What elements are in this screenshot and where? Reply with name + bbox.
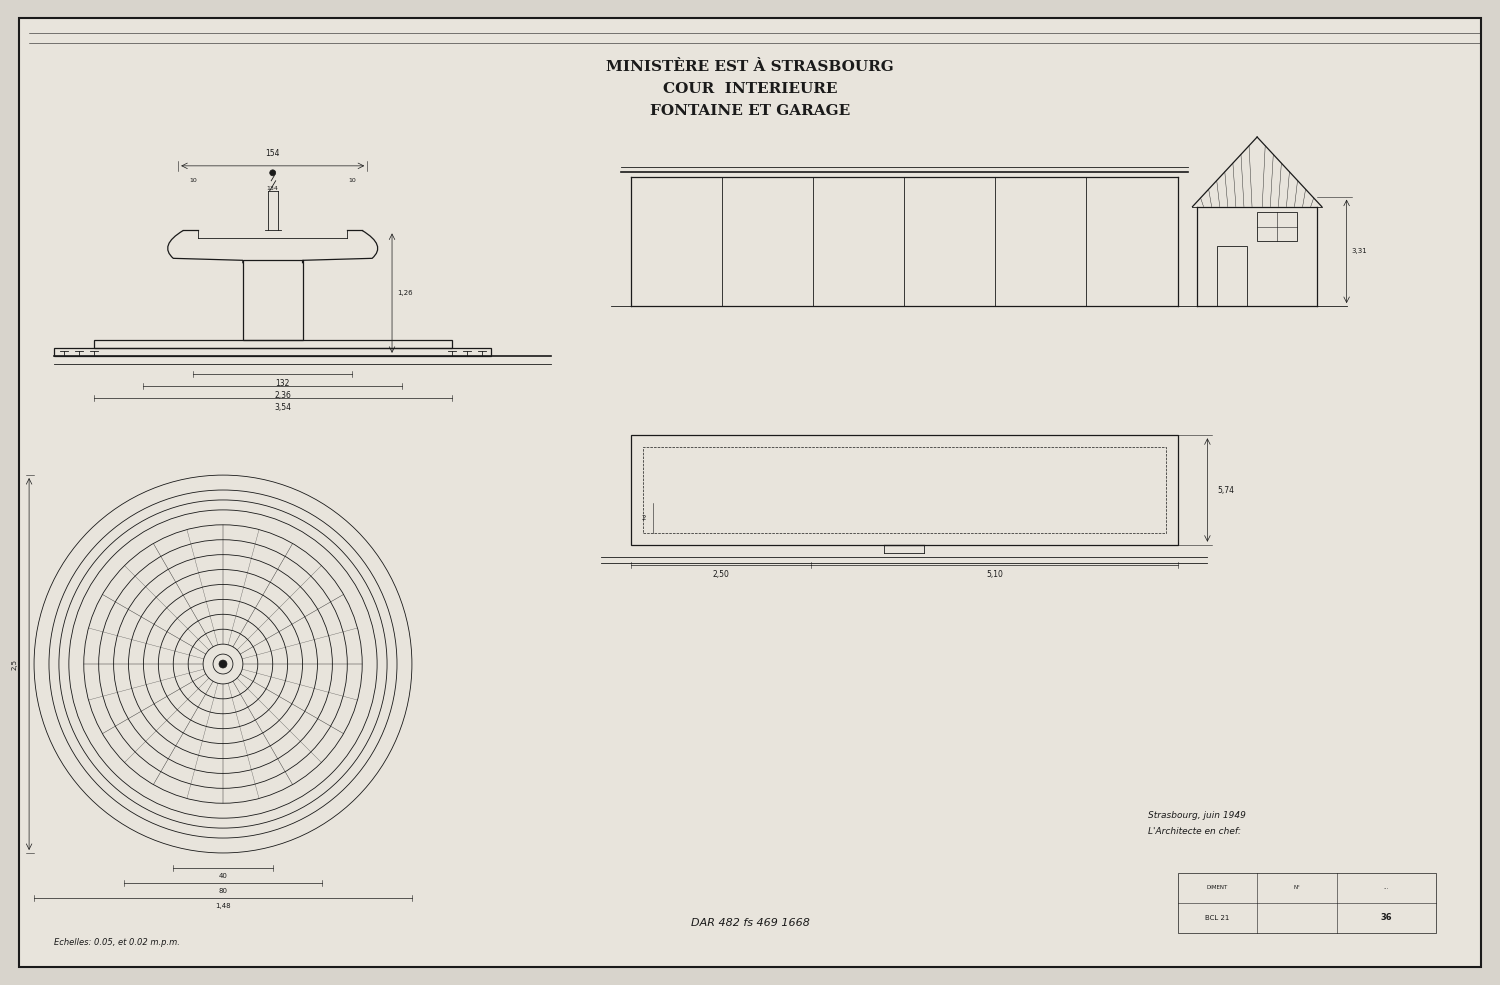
Text: Strasbourg, juin 1949
L'Architecte en chef:: Strasbourg, juin 1949 L'Architecte en ch… (1148, 811, 1245, 835)
Text: 5,10: 5,10 (986, 569, 1004, 578)
Text: DIMENT: DIMENT (1206, 886, 1228, 890)
Text: N°: N° (1293, 886, 1300, 890)
FancyBboxPatch shape (20, 18, 1480, 967)
Text: 1,48: 1,48 (214, 902, 231, 909)
Text: FONTAINE ET GARAGE: FONTAINE ET GARAGE (650, 104, 850, 118)
Text: 2,50: 2,50 (712, 569, 729, 578)
Bar (1257, 212, 1298, 241)
Text: DAR 482 fs 469 1668: DAR 482 fs 469 1668 (690, 918, 810, 928)
Text: 40: 40 (219, 873, 228, 879)
Text: 2,5: 2,5 (10, 659, 16, 670)
Text: BCL 21: BCL 21 (1204, 915, 1230, 921)
Text: 10: 10 (189, 177, 196, 183)
Text: 2,36: 2,36 (274, 391, 291, 400)
Bar (642, 447, 1166, 533)
Bar (54, 348, 492, 356)
Text: 3,54: 3,54 (274, 403, 291, 412)
Bar (630, 435, 1178, 545)
Text: ...: ... (1384, 886, 1389, 890)
Text: 154: 154 (266, 149, 280, 158)
Text: MINISTÈRE EST À STRASBOURG: MINISTÈRE EST À STRASBOURG (606, 60, 894, 75)
Bar (243, 260, 303, 340)
Text: Echelles: 0.05, et 0.02 m.p.m.: Echelles: 0.05, et 0.02 m.p.m. (54, 938, 180, 947)
Bar (1178, 873, 1436, 933)
Text: 5,74: 5,74 (1218, 486, 1234, 494)
Text: 3,31: 3,31 (1352, 248, 1368, 254)
Text: 2: 2 (640, 515, 645, 521)
Text: 10: 10 (348, 177, 355, 183)
Bar (1218, 246, 1246, 306)
Text: 134: 134 (267, 186, 279, 191)
Text: COUR  INTERIEURE: COUR INTERIEURE (663, 83, 837, 97)
Text: 80: 80 (219, 887, 228, 893)
Text: 132: 132 (276, 378, 290, 388)
Bar (93, 340, 452, 348)
Circle shape (219, 660, 226, 668)
Text: 36: 36 (1380, 913, 1392, 922)
Circle shape (270, 169, 276, 175)
Text: 1,26: 1,26 (398, 291, 412, 296)
